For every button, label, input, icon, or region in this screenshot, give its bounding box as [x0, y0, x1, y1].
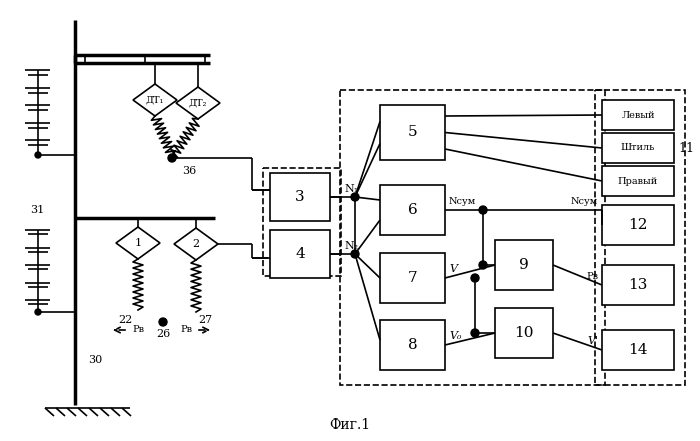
Bar	[380, 185, 445, 235]
Bar	[602, 205, 674, 245]
Bar	[495, 308, 553, 358]
Text: 8: 8	[407, 338, 417, 352]
Text: 30: 30	[88, 355, 102, 365]
Text: V': V'	[587, 336, 598, 346]
Text: Pв: Pв	[132, 325, 144, 335]
Circle shape	[159, 318, 167, 326]
Circle shape	[471, 274, 479, 282]
Text: Левый: Левый	[622, 111, 654, 120]
Text: Pв: Pв	[180, 325, 192, 335]
Text: 1: 1	[134, 238, 141, 248]
Circle shape	[471, 329, 479, 337]
Text: 31: 31	[30, 205, 44, 215]
Bar	[380, 320, 445, 370]
Text: 3: 3	[295, 190, 304, 204]
Text: N₁: N₁	[344, 184, 358, 194]
Text: 26: 26	[156, 329, 170, 339]
Text: V₀: V₀	[449, 331, 461, 341]
Bar	[602, 265, 674, 305]
Bar	[602, 166, 674, 196]
Bar	[380, 253, 445, 303]
Bar	[602, 330, 674, 370]
Text: 13: 13	[629, 278, 648, 292]
Bar	[495, 240, 553, 290]
Circle shape	[479, 206, 487, 214]
Circle shape	[351, 250, 359, 258]
Bar	[270, 230, 330, 278]
Text: V: V	[449, 264, 457, 274]
Text: Pв: Pв	[586, 272, 598, 281]
Text: 9: 9	[519, 258, 529, 272]
Text: 6: 6	[407, 203, 417, 217]
Text: 7: 7	[407, 271, 417, 285]
Text: 11: 11	[678, 142, 694, 154]
Text: 27: 27	[198, 315, 212, 325]
Text: 2: 2	[193, 239, 200, 249]
Circle shape	[35, 309, 41, 315]
Text: Nсум: Nсум	[449, 197, 476, 206]
Text: 22: 22	[118, 315, 132, 325]
Bar	[263, 168, 341, 276]
Text: 12: 12	[629, 218, 648, 232]
Text: Nсум: Nсум	[570, 197, 598, 206]
Text: ДТ₂: ДТ₂	[189, 98, 207, 108]
Circle shape	[351, 193, 359, 201]
Bar	[602, 133, 674, 163]
Bar	[602, 100, 674, 130]
Circle shape	[35, 152, 41, 158]
Text: Штиль: Штиль	[621, 143, 655, 153]
Bar	[270, 173, 330, 221]
Text: Фиг.1: Фиг.1	[330, 418, 370, 432]
Text: 36: 36	[182, 166, 196, 176]
Circle shape	[168, 154, 176, 162]
Bar	[380, 105, 445, 160]
Text: N₂: N₂	[344, 241, 358, 251]
Text: 14: 14	[629, 343, 648, 357]
Bar	[340, 90, 605, 385]
Bar	[595, 90, 685, 385]
Circle shape	[479, 261, 487, 269]
Text: 10: 10	[514, 326, 533, 340]
Text: ДТ₁: ДТ₁	[146, 96, 164, 105]
Text: 5: 5	[407, 126, 417, 139]
Text: Правый: Правый	[618, 176, 658, 186]
Text: 4: 4	[295, 247, 305, 261]
